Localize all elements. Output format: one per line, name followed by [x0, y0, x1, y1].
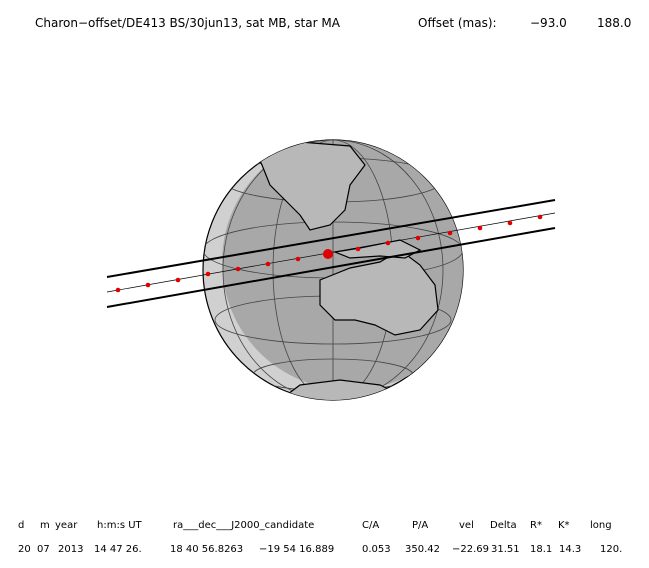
table-cell: 120.	[600, 544, 622, 555]
table-cell: m	[40, 520, 50, 531]
table-cell: ra___dec___J2000_candidate	[173, 520, 314, 531]
table-cell: 0.053	[362, 544, 391, 555]
globe	[202, 139, 464, 401]
table-cell: 2013	[58, 544, 83, 555]
table-cell: d	[18, 520, 24, 531]
table-cell: −19 54 16.889	[259, 544, 334, 555]
table-cell: 18.1	[530, 544, 552, 555]
table-cell: 14 47 26.	[94, 544, 142, 555]
shadow-path	[106, 199, 556, 308]
table-cell: year	[55, 520, 78, 531]
table-cell: 07	[37, 544, 50, 555]
table-cell: h:m:s UT	[97, 520, 143, 531]
table-cell: 20	[18, 544, 31, 555]
table-cell: Delta	[490, 520, 517, 531]
table-cell: 350.42	[405, 544, 440, 555]
table-cell: −22.69	[452, 544, 489, 555]
table-cell: vel	[459, 520, 474, 531]
offset-value: −93.0	[530, 16, 567, 30]
table-cell: K*	[558, 520, 570, 531]
table-cell: C/A	[362, 520, 379, 531]
table-cell: 31.51	[491, 544, 520, 555]
table-cell: 14.3	[559, 544, 581, 555]
table-cell: R*	[530, 520, 542, 531]
table-cell: long	[590, 520, 612, 531]
offset-label: Offset (mas):	[418, 16, 497, 30]
table-cell: 18 40 56.8263	[170, 544, 243, 555]
title: Charon−offset/DE413 BS/30jun13, sat MB, …	[35, 16, 341, 30]
offset-value: 188.0	[597, 16, 631, 30]
result-table: d m year h:m:s UT ra___dec___J2000_candidate…	[18, 520, 622, 555]
table-cell: P/A	[412, 520, 428, 531]
